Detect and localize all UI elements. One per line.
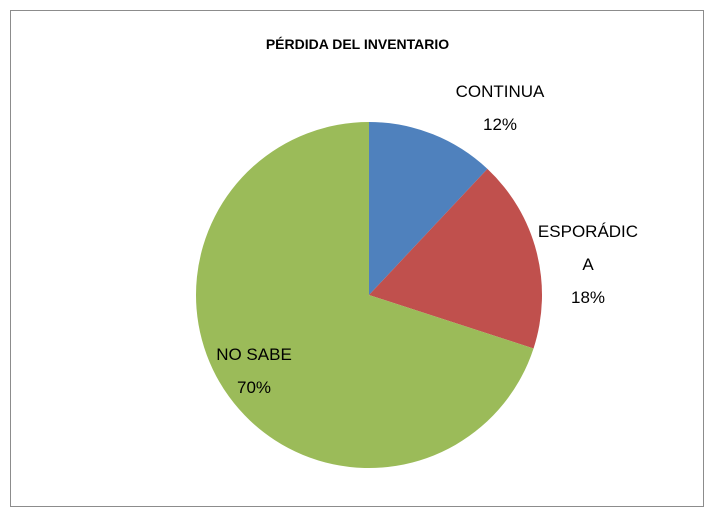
- pie-slice: [196, 122, 534, 469]
- slice-label: NO SABE 70%: [184, 338, 324, 404]
- category-label: ESPORÁDICA: [537, 222, 639, 274]
- pie-slice: [369, 122, 488, 295]
- chart-title: PÉRDIDA DEL INVENTARIO: [265, 36, 450, 52]
- slice-label: CONTINUA 12%: [430, 75, 570, 141]
- value-label: 12%: [482, 115, 518, 134]
- pie-slice: [369, 168, 542, 349]
- category-label: NO SABE: [216, 345, 292, 364]
- value-label: 70%: [236, 378, 272, 397]
- slice-label: ESPORÁDICA 18%: [534, 215, 642, 314]
- category-label: CONTINUA: [455, 82, 545, 101]
- value-label: 18%: [570, 288, 606, 307]
- chart-frame: [10, 10, 704, 507]
